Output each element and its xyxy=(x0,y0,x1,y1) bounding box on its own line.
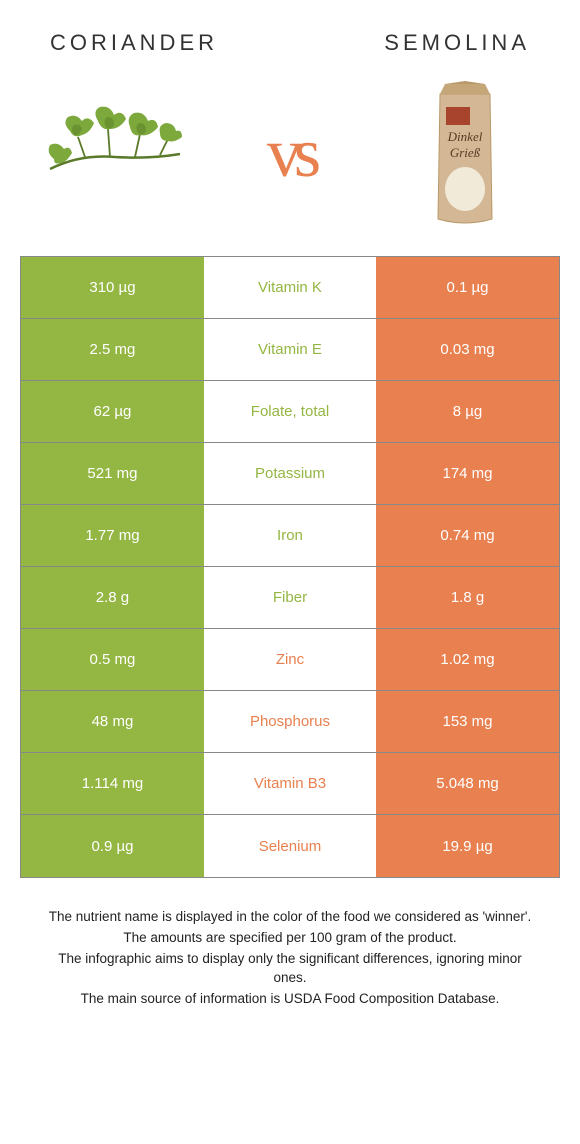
table-row: 62 µgFolate, total8 µg xyxy=(21,381,559,443)
nutrient-name: Vitamin E xyxy=(204,319,376,380)
infographic-container: CORIANDER SEMOLINA xyxy=(0,0,580,1030)
title-right: SEMOLINA xyxy=(384,30,530,56)
left-value: 0.5 mg xyxy=(21,629,204,690)
right-value: 19.9 µg xyxy=(376,815,559,877)
left-value: 48 mg xyxy=(21,691,204,752)
coriander-image xyxy=(40,79,190,229)
header-row: CORIANDER SEMOLINA xyxy=(0,0,580,66)
nutrient-name: Fiber xyxy=(204,567,376,628)
nutrient-name: Folate, total xyxy=(204,381,376,442)
table-row: 2.8 gFiber1.8 g xyxy=(21,567,559,629)
left-value: 62 µg xyxy=(21,381,204,442)
right-value: 0.74 mg xyxy=(376,505,559,566)
table-row: 2.5 mgVitamin E0.03 mg xyxy=(21,319,559,381)
bag-text-bottom: Grieß xyxy=(450,145,481,160)
right-value: 8 µg xyxy=(376,381,559,442)
footer-line-3: The infographic aims to display only the… xyxy=(40,950,540,988)
left-value: 0.9 µg xyxy=(21,815,204,877)
footer-notes: The nutrient name is displayed in the co… xyxy=(0,878,580,1030)
semolina-image: Dinkel Grieß xyxy=(390,79,540,229)
images-row: vs Dinkel Grieß xyxy=(0,66,580,256)
right-value: 5.048 mg xyxy=(376,753,559,814)
table-row: 0.9 µgSelenium19.9 µg xyxy=(21,815,559,877)
left-value: 310 µg xyxy=(21,257,204,318)
right-value: 153 mg xyxy=(376,691,559,752)
table-row: 521 mgPotassium174 mg xyxy=(21,443,559,505)
semolina-icon: Dinkel Grieß xyxy=(420,79,510,229)
table-row: 310 µgVitamin K0.1 µg xyxy=(21,257,559,319)
title-left: CORIANDER xyxy=(50,30,218,56)
right-value: 174 mg xyxy=(376,443,559,504)
footer-line-1: The nutrient name is displayed in the co… xyxy=(40,908,540,927)
bag-text-top: Dinkel xyxy=(447,129,483,144)
right-value: 1.8 g xyxy=(376,567,559,628)
left-value: 2.8 g xyxy=(21,567,204,628)
nutrient-name: Iron xyxy=(204,505,376,566)
right-value: 1.02 mg xyxy=(376,629,559,690)
table-row: 1.114 mgVitamin B35.048 mg xyxy=(21,753,559,815)
table-row: 48 mgPhosphorus153 mg xyxy=(21,691,559,753)
nutrient-name: Selenium xyxy=(204,815,376,877)
left-value: 1.114 mg xyxy=(21,753,204,814)
right-value: 0.03 mg xyxy=(376,319,559,380)
left-value: 1.77 mg xyxy=(21,505,204,566)
nutrient-table: 310 µgVitamin K0.1 µg2.5 mgVitamin E0.03… xyxy=(20,256,560,878)
table-row: 0.5 mgZinc1.02 mg xyxy=(21,629,559,691)
right-value: 0.1 µg xyxy=(376,257,559,318)
footer-line-4: The main source of information is USDA F… xyxy=(40,990,540,1009)
nutrient-name: Zinc xyxy=(204,629,376,690)
left-value: 521 mg xyxy=(21,443,204,504)
left-value: 2.5 mg xyxy=(21,319,204,380)
footer-line-2: The amounts are specified per 100 gram o… xyxy=(40,929,540,948)
vs-label: vs xyxy=(267,114,313,194)
nutrient-name: Vitamin B3 xyxy=(204,753,376,814)
nutrient-name: Vitamin K xyxy=(204,257,376,318)
table-row: 1.77 mgIron0.74 mg xyxy=(21,505,559,567)
nutrient-name: Potassium xyxy=(204,443,376,504)
coriander-icon xyxy=(40,99,190,209)
nutrient-name: Phosphorus xyxy=(204,691,376,752)
